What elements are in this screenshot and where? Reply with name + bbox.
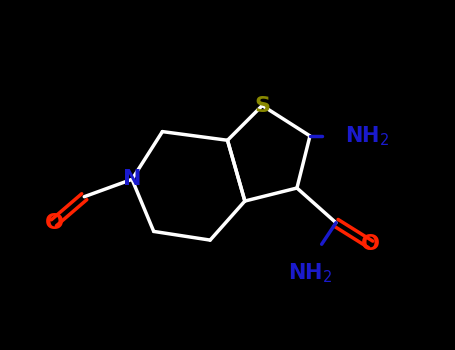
Text: O: O: [361, 234, 380, 254]
Text: NH$_2$: NH$_2$: [288, 262, 332, 285]
Text: S: S: [254, 96, 270, 116]
Text: O: O: [45, 213, 63, 233]
Text: NH$_2$: NH$_2$: [345, 124, 389, 148]
Text: N: N: [123, 169, 141, 189]
